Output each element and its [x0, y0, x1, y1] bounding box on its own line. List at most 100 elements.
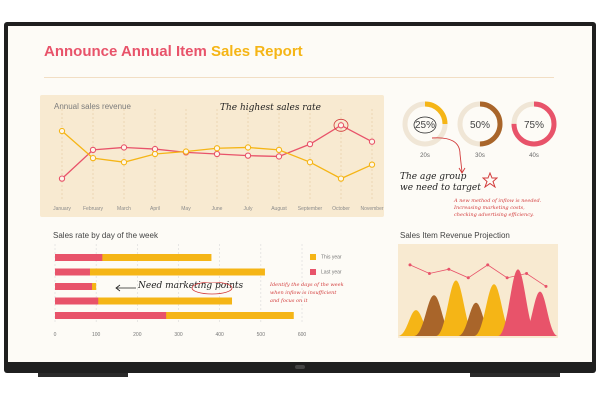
revenue-point [337, 122, 345, 129]
gauge-label: 20s [420, 153, 430, 159]
sales-rate-title: Sales rate by day of the week [53, 231, 158, 240]
revenue-x-tick: March [117, 206, 131, 212]
bar-last-year [55, 297, 99, 305]
projection-trend-point [486, 263, 490, 267]
revenue-point [58, 127, 66, 135]
bar-last-year [55, 312, 167, 319]
marketing-arrow-icon [115, 282, 233, 295]
revenue-point [182, 148, 190, 155]
highest-rate-note: The highest sales rate [220, 103, 321, 113]
revenue-x-tick: April [150, 206, 160, 212]
age-note-line2: we need to target [400, 183, 481, 193]
bar-this-year [55, 268, 265, 276]
revenue-title: Annual sales revenue [54, 102, 131, 111]
revenue-point [151, 150, 159, 158]
monitor-stand-left [38, 373, 128, 377]
revenue-point [89, 146, 97, 154]
revenue-x-tick: February [83, 206, 104, 212]
peak-circle [333, 118, 349, 132]
projection-trend-point [525, 272, 529, 275]
title-part-1: Announce Annual Item [44, 43, 207, 60]
revenue-point [89, 154, 97, 162]
projection-title: Sales Item Revenue Projection [400, 231, 510, 240]
bar-x-tick: 600 [298, 332, 307, 338]
bar-x-tick: 300 [174, 332, 183, 338]
revenue-point [275, 146, 283, 154]
bar-x-tick: 400 [215, 332, 224, 338]
projection-trend-point [447, 267, 451, 271]
bar-last-year [55, 268, 90, 276]
slide-screen: Announce Annual Item Sales Report Annual… [8, 26, 592, 362]
gauge-value: 75% [524, 120, 544, 131]
projection-area [474, 284, 514, 336]
gauge-label: 40s [529, 153, 539, 159]
revenue-x-tick: October [332, 206, 350, 212]
revenue-chart: January February March April May June July Augu… [53, 109, 384, 212]
monitor-logo [295, 365, 305, 369]
projection-trend-line [409, 264, 547, 287]
revenue-point [337, 175, 345, 182]
revenue-point [244, 144, 252, 151]
gauge-label: 30s [475, 153, 485, 159]
projection-trend-point [544, 284, 548, 288]
age-note-line1: The age group [400, 172, 467, 182]
legend-label-last-year: Last year [321, 269, 342, 276]
inflow-note-line3: checking advertising efficiency. [454, 212, 534, 218]
revenue-point [58, 175, 66, 182]
bar-x-tick: 200 [133, 332, 142, 338]
revenue-point [368, 161, 376, 168]
revenue-point [120, 144, 128, 151]
arrow-icon [431, 137, 466, 174]
bar-this-year [55, 312, 294, 319]
identify-note-line1: Identify the days of the week [270, 282, 344, 288]
bar-this-year [55, 297, 233, 305]
revenue-point [120, 159, 128, 166]
gauge-arc [511, 101, 557, 147]
monitor-stand-right [470, 373, 560, 377]
projection-trend-point [466, 276, 470, 280]
gauge-arc [457, 101, 503, 147]
gauge-value: 50% [470, 120, 490, 131]
legend-label-this-year: This year [321, 254, 342, 261]
revenue-x-tick: July [244, 206, 253, 212]
bar-this-year [55, 254, 212, 261]
revenue-panel: Annual sales revenue January February Marc… [40, 95, 384, 217]
gauges: 25% 20s 50% 30s 75% 40s [402, 101, 557, 159]
bar-last-year [55, 254, 103, 261]
gauge-arc [402, 101, 448, 147]
projection-area [436, 280, 476, 336]
bar-x-tick: 0 [54, 332, 57, 338]
inflow-note-line1: A new method of inflow is needed. [454, 198, 542, 204]
sales-rate-chart: 0 100 200 300 400 500 600 [54, 244, 307, 338]
projection-trend-point [427, 272, 431, 275]
revenue-point [213, 145, 221, 152]
revenue-x-tick: August [271, 206, 287, 212]
revenue-x-tick: November [360, 206, 383, 212]
inflow-note-line2: Increasing marketing costs, [454, 205, 525, 211]
projection-area [522, 291, 558, 336]
bar-last-year [55, 283, 93, 290]
gauge-circle-mark [413, 116, 437, 134]
revenue-point [275, 153, 283, 160]
revenue-x-tick: May [181, 206, 191, 212]
star-icon [482, 172, 498, 188]
identify-note-line2: when inflow is insufficient [270, 290, 337, 296]
title-part-2: Sales Report [210, 43, 303, 60]
legend-this-year: This year [310, 254, 342, 260]
revenue-x-tick: January [53, 206, 71, 212]
bar-x-tick: 500 [257, 332, 266, 338]
projection-trend-point [505, 276, 509, 280]
projection-trend-point [408, 263, 412, 267]
projection-panel [398, 244, 558, 338]
bar-x-tick: 100 [92, 332, 101, 338]
legend-last-year: Last year [310, 269, 342, 275]
identify-note-line3: and focus on it [270, 298, 308, 304]
revenue-point [244, 152, 252, 159]
revenue-point [306, 141, 314, 148]
title-divider [44, 77, 554, 78]
revenue-x-tick: June [212, 206, 223, 212]
marketing-points-note: Need marketing points [138, 281, 244, 291]
legend-swatch-this-year [310, 254, 316, 260]
projection-chart [398, 263, 558, 336]
page-title: Announce Annual Item Sales Report [44, 43, 303, 60]
